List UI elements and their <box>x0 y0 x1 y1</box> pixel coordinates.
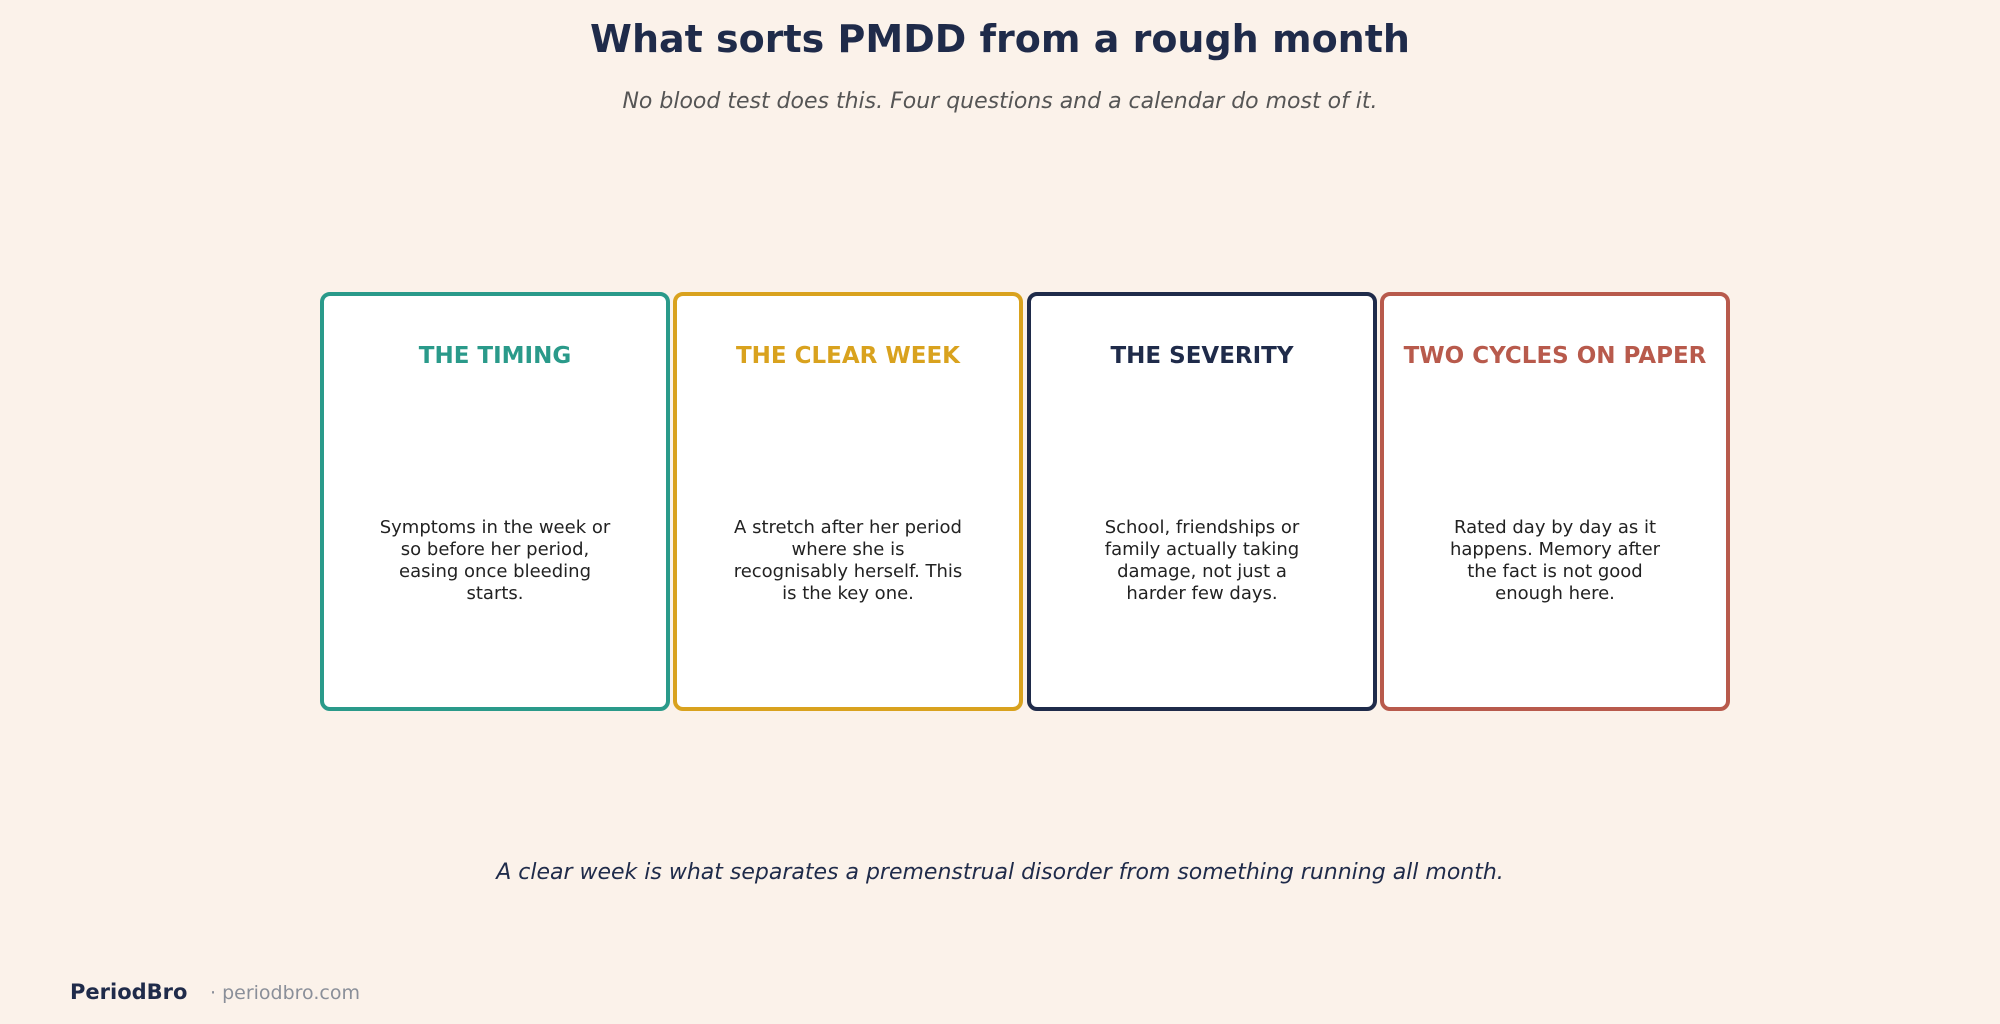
card-body: Rated day by day as it happens. Memory a… <box>1449 517 1661 604</box>
takeaway-note: A clear week is what separates a premens… <box>496 860 1504 885</box>
card-title: THE TIMING <box>418 343 572 369</box>
card-title: TWO CYCLES ON PAPER <box>1403 343 1707 369</box>
card-title: THE SEVERITY <box>1110 343 1294 369</box>
card-title: THE CLEAR WEEK <box>735 343 961 369</box>
card-body: Symptoms in the week or so before her pe… <box>379 517 611 604</box>
criteria-cards: THE TIMING Symptoms in the week or so be… <box>320 292 1730 711</box>
card-body: School, friendships or family actually t… <box>1104 517 1300 604</box>
site-url: · periodbro.com <box>210 982 360 1004</box>
card-two-cycles: TWO CYCLES ON PAPER Rated day by day as … <box>1380 292 1730 711</box>
card-timing: THE TIMING Symptoms in the week or so be… <box>320 292 670 711</box>
page-title: What sorts PMDD from a rough month <box>590 17 1410 61</box>
card-severity: THE SEVERITY School, friendships or fami… <box>1027 292 1377 711</box>
card-body: A stretch after her period where she is … <box>733 517 963 604</box>
brand-name: PeriodBro <box>70 980 188 1004</box>
card-clear-week: THE CLEAR WEEK A stretch after her perio… <box>673 292 1023 711</box>
page-subtitle: No blood test does this. Four questions … <box>622 89 1378 114</box>
